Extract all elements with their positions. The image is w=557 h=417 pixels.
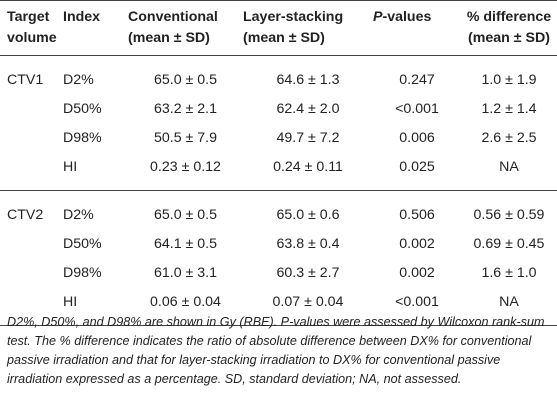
percent-difference-cell: 2.6 ± 2.5 (481, 130, 537, 146)
header-percent-difference: % difference (mean ± SD) (461, 1, 557, 56)
percent-difference-cell: 1.2 ± 1.4 (481, 101, 537, 117)
table-row: HI 0.06 ± 0.04 0.07 ± 0.04 <0.001 NA (0, 288, 557, 326)
layer-stacking-cell: 0.07 ± 0.04 (272, 294, 344, 310)
layer-stacking-cell: 62.4 ± 2.0 (276, 101, 340, 117)
p-value-cell: 0.002 (399, 265, 435, 281)
header-target-line1: Target (7, 9, 50, 25)
index-cell: D50% (63, 101, 102, 117)
table-group-ctv1: CTV1 D2% 65.0 ± 0.5 64.6 ± 1.3 0.247 1.0… (0, 56, 557, 191)
conventional-cell: 63.2 ± 2.1 (153, 101, 217, 117)
table-footnote: D2%, D50%, and D98% are shown in Gy (RBE… (7, 314, 545, 386)
header-target-line2: volume (7, 30, 57, 46)
target-volume-cell (0, 153, 63, 191)
header-p-values: P-values (373, 1, 461, 56)
index-cell: D50% (63, 236, 102, 252)
target-volume-cell: CTV2 (7, 207, 44, 223)
results-table: Target volume Index Conventional (mean ±… (0, 0, 557, 326)
percent-difference-cell: NA (499, 294, 519, 310)
layer-stacking-cell: 63.8 ± 0.4 (276, 236, 340, 252)
table-row: D98% 50.5 ± 7.9 49.7 ± 7.2 0.006 2.6 ± 2… (0, 124, 557, 153)
p-value-cell: <0.001 (395, 294, 439, 310)
conventional-cell: 61.0 ± 3.1 (153, 265, 217, 281)
conventional-cell: 0.23 ± 0.12 (150, 159, 221, 175)
target-volume-cell (0, 259, 63, 288)
index-cell: HI (63, 294, 78, 310)
header-layer-stacking: Layer-stacking (mean ± SD) (243, 1, 373, 56)
target-volume-cell (0, 230, 63, 259)
header-conventional-line2: (mean ± SD) (128, 30, 210, 46)
table-row: D50% 64.1 ± 0.5 63.8 ± 0.4 0.002 0.69 ± … (0, 230, 557, 259)
header-conventional: Conventional (mean ± SD) (128, 1, 243, 56)
header-row: Target volume Index Conventional (mean ±… (0, 0, 557, 56)
p-value-cell: 0.247 (399, 72, 435, 88)
table-group-ctv2: CTV2 D2% 65.0 ± 0.5 65.0 ± 0.6 0.506 0.5… (0, 191, 557, 326)
header-diff-line1: % difference (466, 9, 552, 25)
layer-stacking-cell: 0.24 ± 0.11 (273, 159, 343, 175)
conventional-cell: 64.1 ± 0.5 (153, 236, 217, 252)
conventional-cell: 50.5 ± 7.9 (153, 130, 217, 146)
table-row: CTV1 D2% 65.0 ± 0.5 64.6 ± 1.3 0.247 1.0… (0, 56, 557, 96)
layer-stacking-cell: 49.7 ± 7.2 (276, 130, 340, 146)
results-table-container: Target volume Index Conventional (mean ±… (0, 0, 557, 326)
header-target-volume: Target volume (0, 1, 63, 56)
table-header: Target volume Index Conventional (mean ±… (0, 0, 557, 56)
header-p-rest: -values (382, 9, 432, 25)
percent-difference-cell: 1.0 ± 1.9 (481, 72, 537, 88)
p-value-cell: 0.006 (399, 130, 435, 146)
p-value-cell: 0.002 (399, 236, 435, 252)
conventional-cell: 0.06 ± 0.04 (150, 294, 221, 310)
header-layer-line1: Layer-stacking (243, 9, 344, 25)
header-p-italic: P (373, 9, 383, 25)
layer-stacking-cell: 65.0 ± 0.6 (276, 207, 340, 223)
header-index-label: Index (63, 9, 101, 25)
percent-difference-cell: 0.69 ± 0.45 (473, 236, 545, 252)
table-row: D50% 63.2 ± 2.1 62.4 ± 2.0 <0.001 1.2 ± … (0, 95, 557, 124)
percent-difference-cell: NA (499, 159, 519, 175)
index-cell: D2% (63, 207, 94, 223)
percent-difference-cell: 1.6 ± 1.0 (481, 265, 537, 281)
index-cell: D98% (63, 265, 102, 281)
target-volume-cell (0, 124, 63, 153)
layer-stacking-cell: 60.3 ± 2.7 (276, 265, 340, 281)
conventional-cell: 65.0 ± 0.5 (153, 207, 217, 223)
target-volume-cell (0, 95, 63, 124)
conventional-cell: 65.0 ± 0.5 (153, 72, 217, 88)
header-index: Index (63, 1, 128, 56)
index-cell: HI (63, 159, 78, 175)
table-row: D98% 61.0 ± 3.1 60.3 ± 2.7 0.002 1.6 ± 1… (0, 259, 557, 288)
percent-difference-cell: 0.56 ± 0.59 (473, 207, 545, 223)
target-volume-cell: CTV1 (7, 72, 44, 88)
p-value-cell: <0.001 (395, 101, 439, 117)
p-value-cell: 0.025 (399, 159, 435, 175)
index-cell: D2% (63, 72, 94, 88)
index-cell: D98% (63, 130, 102, 146)
table-row: HI 0.23 ± 0.12 0.24 ± 0.11 0.025 NA (0, 153, 557, 191)
layer-stacking-cell: 64.6 ± 1.3 (276, 72, 340, 88)
header-conventional-line1: Conventional (128, 9, 218, 25)
header-diff-line2: (mean ± SD) (468, 30, 550, 46)
header-layer-line2: (mean ± SD) (243, 30, 325, 46)
p-value-cell: 0.506 (399, 207, 435, 223)
table-row: CTV2 D2% 65.0 ± 0.5 65.0 ± 0.6 0.506 0.5… (0, 191, 557, 231)
